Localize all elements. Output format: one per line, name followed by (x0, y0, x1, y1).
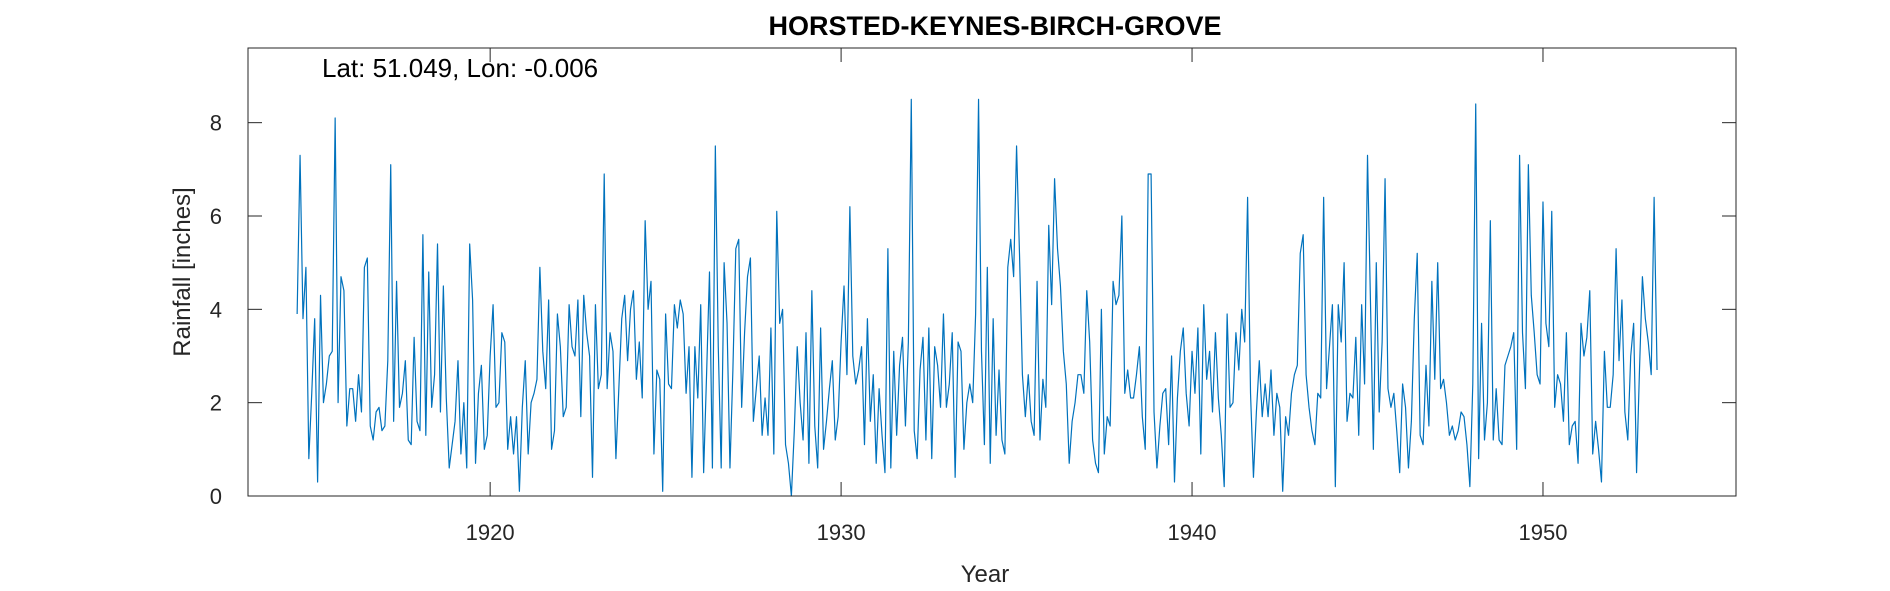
y-tick-label: 6 (210, 204, 222, 229)
x-tick-label: 1920 (466, 520, 515, 545)
plot-box (247, 47, 1737, 497)
y-tick-label: 2 (210, 391, 222, 416)
x-axis-label: Year (961, 561, 1010, 588)
x-tick-label: 1940 (1168, 520, 1217, 545)
y-tick-label: 8 (210, 111, 222, 136)
y-tick-label: 0 (210, 484, 222, 509)
x-tick-label: 1950 (1519, 520, 1568, 545)
location-annotation: Lat: 51.049, Lon: -0.006 (322, 53, 598, 83)
x-tick-label: 1930 (817, 520, 866, 545)
x-axis-ticks: 1920 1930 1940 1950 (466, 48, 1568, 545)
chart-title: HORSTED-KEYNES-BIRCH-GROVE (768, 11, 1221, 41)
y-tick-label: 4 (210, 297, 222, 322)
rainfall-series-line (296, 98, 1658, 497)
y-axis-ticks: 0 2 4 6 8 (210, 111, 1736, 509)
y-axis-label: Rainfall [inches] (169, 187, 196, 356)
plot-area (248, 48, 1736, 496)
